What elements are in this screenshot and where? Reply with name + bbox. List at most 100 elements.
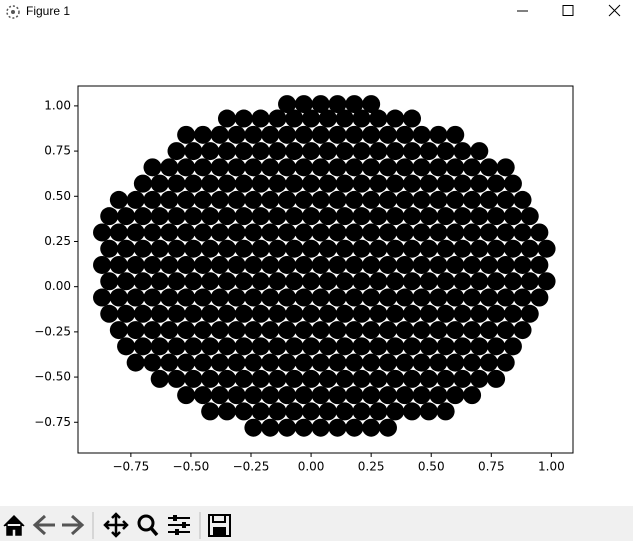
scatter-point	[446, 158, 465, 177]
scatter-point	[503, 272, 522, 291]
scatter-point	[251, 142, 270, 161]
scatter-point	[244, 321, 263, 340]
scatter-point	[513, 288, 532, 307]
zoom-button[interactable]	[137, 514, 159, 537]
scatter-point	[335, 109, 354, 128]
y-tick-label: 1.00	[44, 98, 71, 112]
scatter-point	[328, 386, 347, 405]
back-button[interactable]	[32, 514, 55, 536]
toolbar	[0, 506, 633, 541]
scatter-point	[261, 353, 280, 372]
scatter-point	[335, 207, 354, 226]
scatter-point	[335, 304, 354, 323]
scatter-point	[294, 190, 313, 209]
scatter-point	[395, 125, 414, 144]
scatter-point	[362, 288, 381, 307]
scatter-point	[311, 418, 330, 437]
scatter-point	[201, 207, 220, 226]
save-button[interactable]	[208, 514, 231, 537]
scatter-point	[285, 207, 304, 226]
scatter-point	[429, 125, 448, 144]
scatter-point	[278, 255, 297, 274]
scatter-point	[160, 353, 179, 372]
x-tick-label: 0.25	[358, 460, 385, 474]
scatter-point	[487, 337, 506, 356]
scatter-point	[167, 369, 186, 388]
scatter-point	[318, 272, 337, 291]
configure-button[interactable]	[168, 515, 190, 535]
scatter-point	[328, 321, 347, 340]
x-tick-label: −0.25	[233, 460, 270, 474]
scatter-point	[160, 288, 179, 307]
scatter-point	[419, 272, 438, 291]
scatter-point	[285, 304, 304, 323]
scatter-point	[403, 272, 422, 291]
scatter-point	[362, 190, 381, 209]
maximize-button[interactable]	[562, 5, 574, 16]
scatter-point	[268, 207, 287, 226]
scatter-point	[395, 288, 414, 307]
scatter-point	[302, 207, 321, 226]
scatter-point	[520, 239, 539, 258]
scatter-point	[328, 125, 347, 144]
scatter-point	[150, 174, 169, 193]
scatter-point	[487, 239, 506, 258]
scatter-point	[429, 158, 448, 177]
scatter-point	[470, 142, 489, 161]
scatter-point	[177, 288, 196, 307]
scatter-point	[453, 207, 472, 226]
scatter-point	[234, 272, 253, 291]
scatter-point	[369, 337, 388, 356]
scatter-point	[335, 369, 354, 388]
scatter-point	[436, 272, 455, 291]
scatter-point	[184, 304, 203, 323]
scatter-point	[530, 255, 549, 274]
scatter-point	[479, 255, 498, 274]
scatter-point	[395, 386, 414, 405]
scatter-point	[150, 239, 169, 258]
scatter-point	[261, 223, 280, 242]
scatter-point	[261, 288, 280, 307]
scatter-point	[503, 337, 522, 356]
scatter-point	[268, 239, 287, 258]
scatter-point	[496, 321, 515, 340]
pan-button[interactable]	[103, 512, 129, 538]
scatter-point	[227, 125, 246, 144]
scatter-point	[436, 142, 455, 161]
scatter-point	[335, 174, 354, 193]
scatter-point	[261, 386, 280, 405]
scatter-point	[513, 223, 532, 242]
scatter-point	[352, 207, 371, 226]
scatter-point	[446, 190, 465, 209]
scatter-point	[446, 353, 465, 372]
scatter-point	[302, 272, 321, 291]
scatter-point	[328, 95, 347, 114]
scatter-point	[294, 288, 313, 307]
close-button[interactable]	[608, 4, 621, 17]
scatter-point	[470, 272, 489, 291]
scatter-point	[244, 288, 263, 307]
scatter-point	[311, 255, 330, 274]
scatter-point	[446, 288, 465, 307]
scatter-point	[133, 207, 152, 226]
forward-button[interactable]	[62, 514, 85, 536]
scatter-point	[177, 223, 196, 242]
x-tick-label: −0.75	[112, 460, 149, 474]
scatter-point	[537, 239, 556, 258]
scatter-point	[167, 174, 186, 193]
scatter-point	[294, 255, 313, 274]
scatter-point	[234, 174, 253, 193]
scatter-point	[193, 288, 212, 307]
scatter-point	[278, 288, 297, 307]
home-button[interactable]	[3, 514, 25, 536]
scatter-point	[318, 142, 337, 161]
scatter-point	[302, 369, 321, 388]
scatter-point	[150, 272, 169, 291]
x-tick-label: 1.00	[538, 460, 565, 474]
scatter-point	[150, 304, 169, 323]
scatter-point	[100, 304, 119, 323]
scatter-point	[210, 223, 229, 242]
scatter-point	[479, 353, 498, 372]
scatter-point	[419, 207, 438, 226]
scatter-point	[470, 337, 489, 356]
